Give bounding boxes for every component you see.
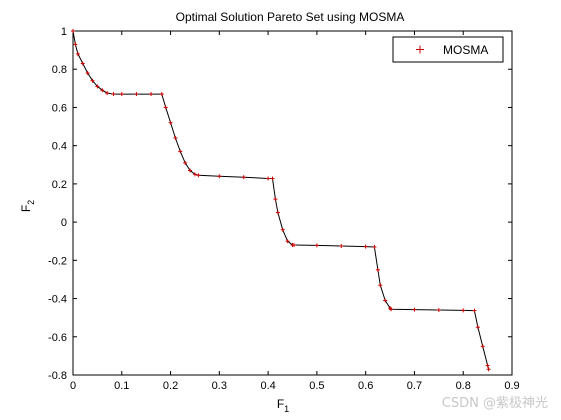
x-tick-label: 0.5: [309, 380, 324, 392]
data-point: [217, 174, 222, 179]
data-point: [436, 308, 441, 313]
x-tick-label: 0.8: [456, 380, 471, 392]
data-point: [275, 210, 280, 215]
data-point: [472, 308, 477, 313]
data-point: [339, 244, 344, 248]
y-tick-label: 0.2: [52, 179, 67, 191]
x-tick-label: 0.2: [163, 380, 178, 392]
x-tick-label: 0.7: [407, 380, 422, 392]
data-point: [80, 61, 85, 66]
x-axis-label-main: F: [277, 397, 284, 411]
y-tick-label: 0.6: [52, 102, 67, 114]
data-point: [196, 173, 201, 178]
data-point: [134, 92, 139, 97]
data-point: [486, 367, 491, 372]
x-tick-label: 0.6: [358, 380, 373, 392]
y-axis-label: F2: [19, 200, 36, 212]
data-point: [280, 227, 285, 232]
data-point: [461, 308, 466, 313]
plot-area: [72, 30, 513, 376]
data-point: [241, 175, 246, 180]
data-point: [163, 105, 168, 110]
data-point: [95, 84, 100, 89]
y-tick-label: -0.8: [48, 370, 67, 382]
series-markers-group: [71, 29, 491, 372]
y-axis: -0.8 -0.6 -0.4 -0.2 0 0.2 0.4 0.6 0.8 1: [48, 26, 512, 382]
data-point: [378, 283, 383, 288]
y-axis-label-subscript: 2: [26, 200, 36, 205]
y-axis-label-main: F: [19, 205, 33, 212]
y-tick-label: 0.4: [52, 141, 67, 153]
data-point: [285, 239, 290, 244]
data-point: [273, 197, 278, 202]
data-point: [266, 176, 271, 181]
x-tick-label: 0.1: [114, 380, 129, 392]
data-point: [149, 92, 154, 97]
watermark: CSDN @紫极神光: [442, 396, 548, 411]
y-tick-label: -0.4: [48, 294, 67, 306]
x-axis: 0 0.1 0.2 0.3 0.4 0.5 0.6 0.7 0.8 0.9: [70, 31, 520, 392]
x-tick-label: 0.3: [212, 380, 227, 392]
data-point: [363, 244, 368, 249]
data-point: [159, 92, 164, 97]
data-point: [183, 160, 188, 165]
data-point: [168, 120, 173, 125]
data-point: [119, 92, 124, 97]
y-tick-label: -0.2: [48, 255, 67, 267]
data-point: [85, 71, 90, 76]
legend: MOSMA: [392, 36, 504, 63]
data-point: [100, 88, 105, 93]
data-point: [291, 243, 296, 248]
data-point: [314, 243, 319, 248]
x-tick-label: 0.9: [504, 380, 519, 392]
data-point: [173, 136, 178, 141]
y-tick-label: 0: [61, 217, 67, 229]
data-point: [412, 307, 417, 312]
data-point: [192, 172, 197, 177]
chart-title: Optimal Solution Pareto Set using MOSMA: [176, 10, 405, 24]
legend-box: [392, 36, 504, 63]
x-tick-label: 0.4: [260, 380, 275, 392]
data-point: [389, 307, 394, 312]
data-point: [372, 244, 377, 249]
data-point: [383, 298, 388, 303]
y-tick-label: 0.8: [52, 64, 67, 76]
data-point: [111, 92, 116, 97]
data-point: [71, 29, 75, 33]
data-point: [188, 168, 193, 173]
data-point: [73, 42, 78, 47]
y-tick-label: -0.6: [48, 332, 67, 344]
data-point: [270, 176, 275, 181]
data-point: [178, 149, 183, 154]
data-point: [475, 325, 480, 330]
data-point: [485, 363, 490, 368]
x-axis-label: F1: [277, 397, 289, 414]
data-point: [105, 91, 110, 96]
x-axis-label-subscript: 1: [284, 404, 289, 414]
data-point: [480, 344, 485, 349]
legend-label: MOSMA: [443, 43, 488, 57]
x-tick-label: 0: [70, 380, 76, 392]
data-point: [75, 51, 80, 56]
y-tick-label: 1: [61, 26, 67, 38]
data-point: [375, 267, 380, 272]
data-point: [90, 78, 95, 83]
